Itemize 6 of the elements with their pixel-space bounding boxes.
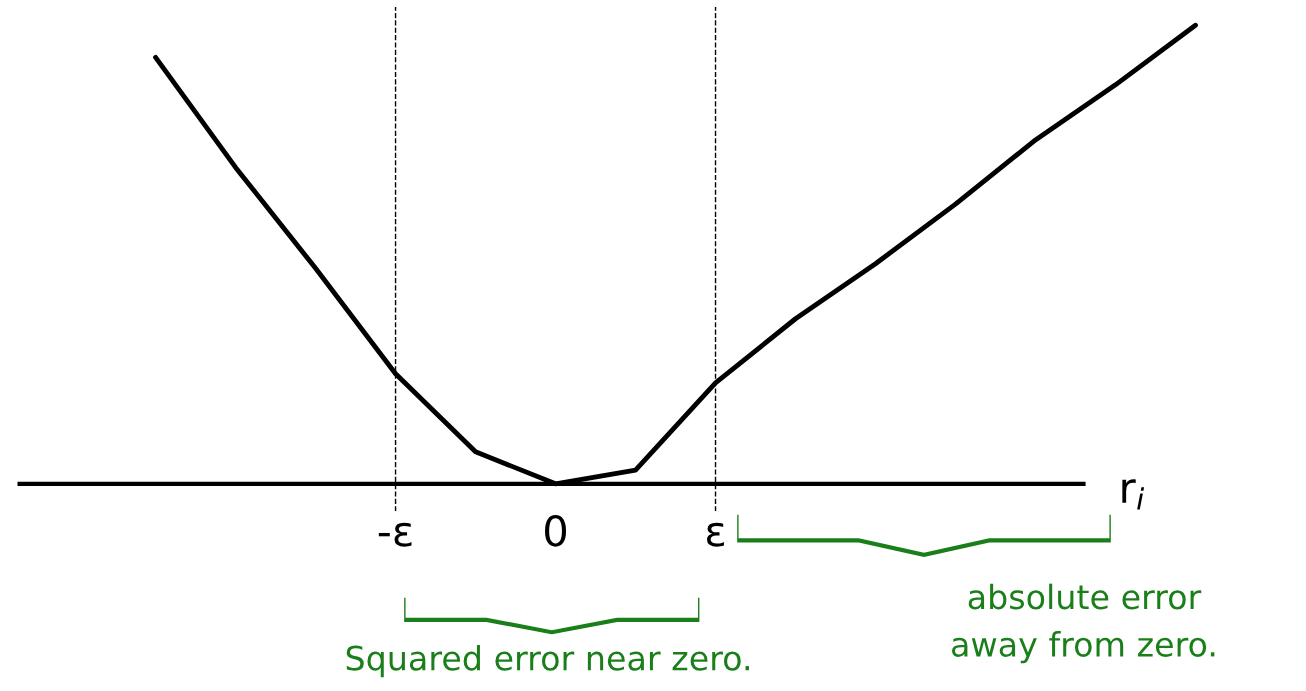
text: absolute error away from zero. [952,583,1215,664]
x-tick-label: 0 [545,515,567,547]
x-tick-label: -ε [378,522,412,547]
x-tick-label: ε [706,522,724,547]
text: Squared error near zero. [346,644,749,678]
x-axis-title: r$_{i}$ [1122,479,1145,510]
